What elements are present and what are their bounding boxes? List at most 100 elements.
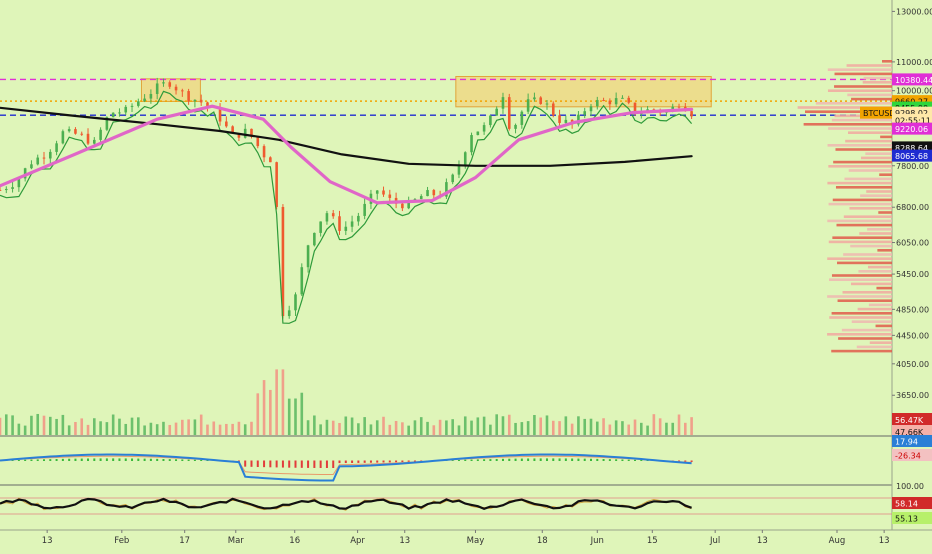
candle-body[interactable] xyxy=(124,106,128,113)
volume-bar[interactable] xyxy=(363,417,366,435)
candle-body[interactable] xyxy=(17,178,21,188)
volume-bar[interactable] xyxy=(111,414,115,435)
volume-bar[interactable] xyxy=(375,420,379,435)
volume-bar[interactable] xyxy=(533,415,536,435)
volume-bar[interactable] xyxy=(61,414,65,435)
candle-body[interactable] xyxy=(67,129,71,132)
candle-body[interactable] xyxy=(558,115,561,123)
volume-bar[interactable] xyxy=(338,422,341,435)
candle-body[interactable] xyxy=(583,111,587,115)
volume-bar[interactable] xyxy=(67,425,71,435)
volume-bar[interactable] xyxy=(174,422,178,435)
candle-body[interactable] xyxy=(463,152,467,166)
candle-body[interactable] xyxy=(457,165,461,175)
candle-body[interactable] xyxy=(137,101,140,106)
volume-bar[interactable] xyxy=(684,422,687,435)
candle-body[interactable] xyxy=(419,196,423,200)
volume-bar[interactable] xyxy=(206,424,209,435)
price-label-tag[interactable] xyxy=(860,106,898,119)
candle-body[interactable] xyxy=(300,267,304,295)
volume-bar[interactable] xyxy=(394,420,398,435)
candle-body[interactable] xyxy=(495,108,498,116)
volume-bar[interactable] xyxy=(526,421,530,435)
candle-body[interactable] xyxy=(11,187,14,189)
volume-bar[interactable] xyxy=(589,418,593,435)
candle-body[interactable] xyxy=(162,82,165,84)
candle-body[interactable] xyxy=(80,133,84,135)
rsi-line[interactable] xyxy=(0,497,692,510)
volume-bar[interactable] xyxy=(551,420,555,435)
candle-body[interactable] xyxy=(375,190,379,194)
volume-bar[interactable] xyxy=(243,424,247,435)
candle-body[interactable] xyxy=(489,115,492,126)
candle-body[interactable] xyxy=(382,190,385,195)
candle-body[interactable] xyxy=(677,106,681,108)
candle-body[interactable] xyxy=(281,206,285,317)
volume-bar[interactable] xyxy=(476,417,480,435)
candle-body[interactable] xyxy=(74,129,77,134)
volume-bar[interactable] xyxy=(74,421,77,435)
candle-body[interactable] xyxy=(105,117,109,130)
volume-bar[interactable] xyxy=(225,423,228,435)
volume-bar[interactable] xyxy=(658,418,662,435)
macd-line[interactable] xyxy=(0,453,692,482)
volume-bar[interactable] xyxy=(287,398,291,435)
volume-bar[interactable] xyxy=(583,418,587,435)
volume-bar[interactable] xyxy=(256,393,260,435)
volume-bar[interactable] xyxy=(105,422,109,435)
candle-body[interactable] xyxy=(256,136,260,147)
candle-body[interactable] xyxy=(155,83,159,94)
volume-bar[interactable] xyxy=(344,416,348,435)
volume-bar[interactable] xyxy=(457,425,461,435)
volume-bar[interactable] xyxy=(426,421,429,435)
volume-bar[interactable] xyxy=(0,417,2,435)
volume-bar[interactable] xyxy=(143,425,146,435)
candle-body[interactable] xyxy=(520,111,524,125)
sma-200-line[interactable] xyxy=(0,106,693,167)
volume-bar[interactable] xyxy=(614,420,618,435)
volume-bar[interactable] xyxy=(401,422,404,435)
candle-body[interactable] xyxy=(174,86,178,91)
volume-bar[interactable] xyxy=(539,417,543,435)
volume-bar[interactable] xyxy=(652,414,656,435)
candle-body[interactable] xyxy=(243,128,247,138)
candle-body[interactable] xyxy=(181,90,184,92)
candle-body[interactable] xyxy=(614,98,618,105)
candle-body[interactable] xyxy=(118,112,121,114)
volume-bar[interactable] xyxy=(300,392,304,435)
candle-body[interactable] xyxy=(432,190,436,196)
candle-body[interactable] xyxy=(36,157,40,165)
volume-bar[interactable] xyxy=(369,424,373,435)
volume-bar[interactable] xyxy=(212,421,216,435)
volume-bar[interactable] xyxy=(671,422,675,435)
volume-bar[interactable] xyxy=(413,420,417,435)
candle-body[interactable] xyxy=(269,157,272,163)
volume-bar[interactable] xyxy=(501,416,505,435)
volume-bar[interactable] xyxy=(331,420,335,435)
supertrend-line[interactable] xyxy=(0,90,693,324)
candle-body[interactable] xyxy=(338,216,341,231)
candle-body[interactable] xyxy=(589,106,593,112)
candle-body[interactable] xyxy=(275,162,278,207)
volume-bar[interactable] xyxy=(495,414,498,435)
volume-bar[interactable] xyxy=(558,421,561,435)
candle-body[interactable] xyxy=(401,203,404,209)
candle-body[interactable] xyxy=(526,99,530,112)
volume-bar[interactable] xyxy=(218,424,222,435)
volume-bar[interactable] xyxy=(507,414,511,435)
volume-bar[interactable] xyxy=(80,418,84,435)
volume-bar[interactable] xyxy=(306,420,310,435)
candle-body[interactable] xyxy=(130,105,134,107)
candle-body[interactable] xyxy=(23,168,27,179)
candle-body[interactable] xyxy=(111,112,115,118)
volume-bar[interactable] xyxy=(445,420,448,435)
volume-bar[interactable] xyxy=(193,419,197,435)
volume-bar[interactable] xyxy=(690,417,693,435)
price-label-tag[interactable] xyxy=(892,122,932,135)
volume-bar[interactable] xyxy=(621,421,624,435)
volume-bar[interactable] xyxy=(545,415,549,435)
volume-bar[interactable] xyxy=(11,415,14,435)
candle-body[interactable] xyxy=(168,82,172,87)
candle-body[interactable] xyxy=(325,213,329,222)
volume-bar[interactable] xyxy=(149,422,153,435)
